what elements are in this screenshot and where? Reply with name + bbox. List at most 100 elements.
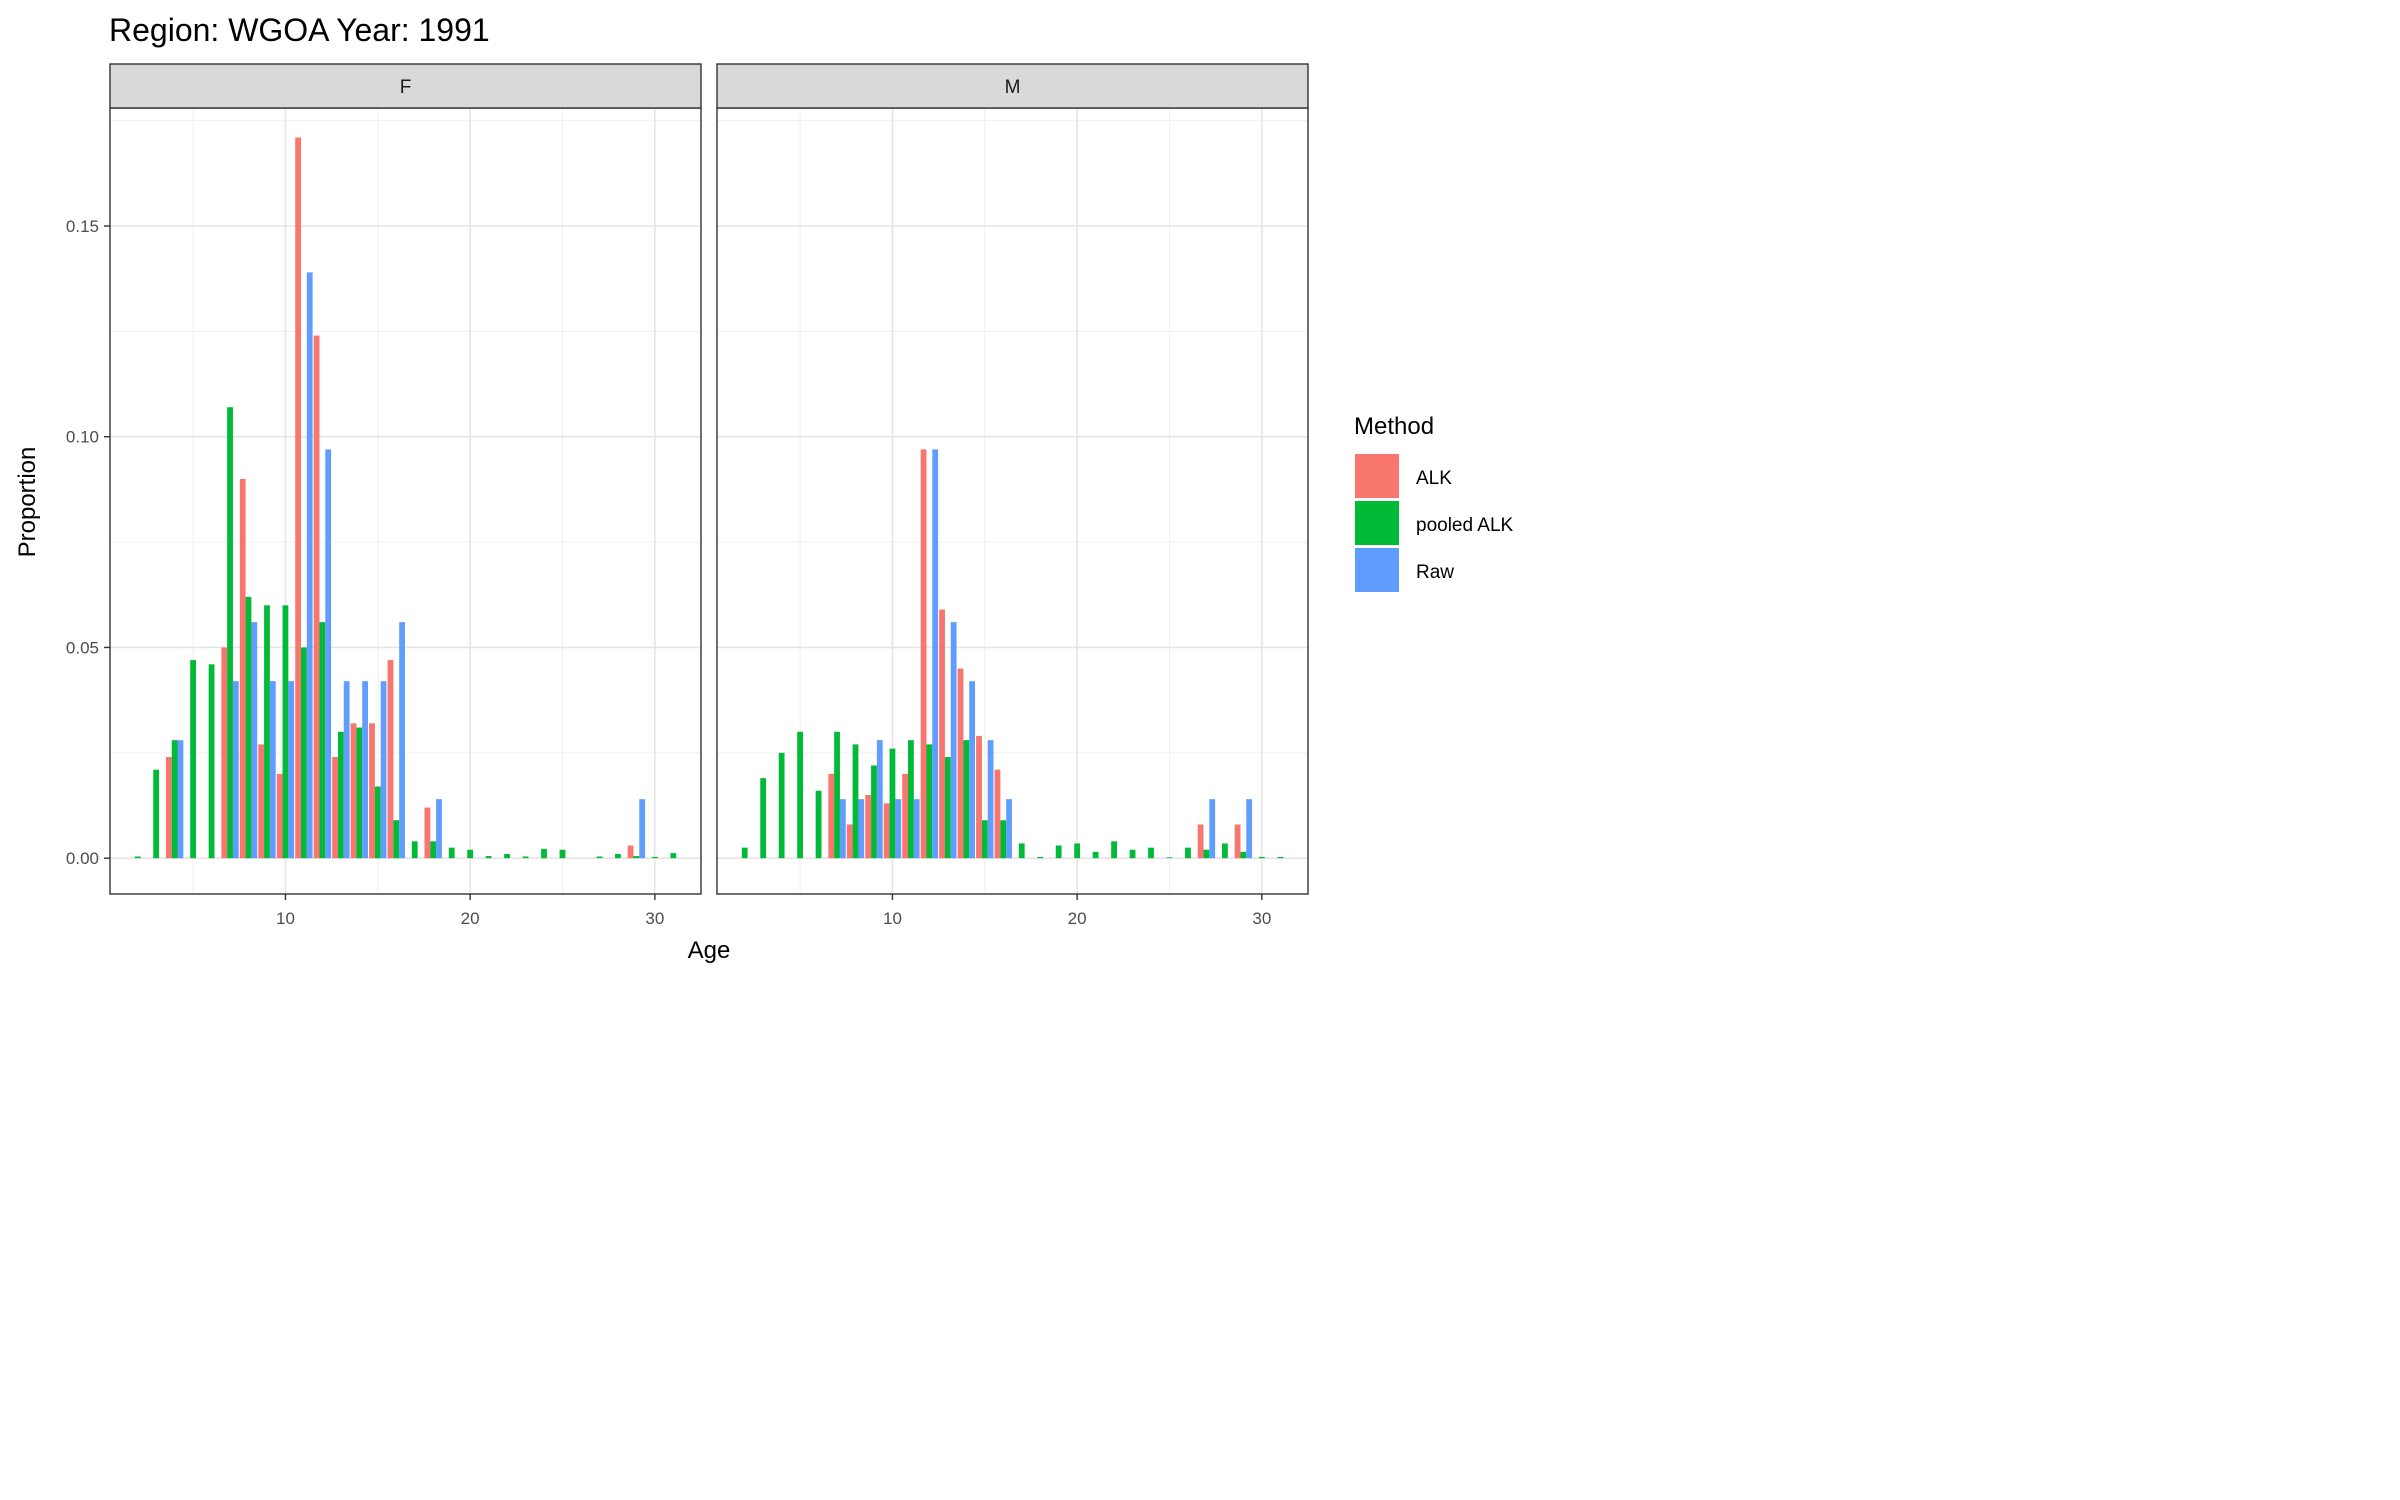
bar-raw	[839, 799, 846, 859]
bar-pooled-alk	[1148, 847, 1154, 859]
bar-raw	[362, 681, 369, 859]
facet-strip-label: F	[400, 77, 412, 98]
bar-pooled-alk	[1111, 841, 1117, 859]
bar-pooled-alk	[926, 744, 933, 859]
bar-pooled-alk	[1129, 849, 1136, 859]
bar-raw	[913, 799, 920, 859]
bar-raw	[1006, 799, 1012, 859]
bar-pooled-alk	[741, 847, 748, 859]
chart-title: Region: WGOA Year: 1991	[109, 12, 490, 48]
panel-background	[110, 108, 701, 894]
bar-pooled-alk	[908, 740, 914, 859]
bar-raw	[177, 740, 184, 859]
legend-label-pooled-alk: pooled ALK	[1416, 515, 1514, 536]
bar-pooled-alk	[1277, 856, 1284, 859]
bar-raw	[232, 681, 239, 859]
bar-pooled-alk	[504, 853, 510, 859]
bar-raw	[343, 681, 350, 859]
bar-pooled-alk	[1055, 845, 1062, 859]
legend-label-raw: Raw	[1416, 562, 1454, 583]
bar-alk	[369, 723, 375, 859]
bar-pooled-alk	[797, 731, 804, 859]
bar-pooled-alk	[1258, 856, 1265, 859]
bar-pooled-alk	[171, 740, 178, 859]
bar-pooled-alk	[815, 790, 822, 859]
bar-pooled-alk	[522, 856, 529, 859]
bar-alk	[976, 735, 982, 859]
bar-raw	[269, 681, 276, 859]
bar-raw	[987, 740, 994, 859]
bar-alk	[994, 769, 1001, 859]
bar-pooled-alk	[944, 757, 951, 859]
bar-pooled-alk	[301, 647, 307, 859]
bar-alk	[883, 803, 890, 859]
bar-pooled-alk	[633, 856, 640, 859]
bar-alk	[387, 660, 394, 859]
faceted-bar-chart: Region: WGOA Year: 1991 F 10 20 30 M 10 20 30 0.…	[14, 12, 1514, 964]
bar-pooled-alk	[485, 856, 492, 859]
x-tick-label: 20	[1068, 909, 1087, 928]
bar-pooled-alk	[852, 744, 859, 859]
bar-alk	[865, 794, 872, 859]
y-tick-label: 0.15	[66, 217, 99, 236]
x-tick-label: 10	[276, 909, 295, 928]
bar-pooled-alk	[963, 740, 970, 859]
bar-raw	[1209, 799, 1216, 859]
bar-alk	[902, 773, 909, 859]
bar-pooled-alk	[430, 841, 437, 859]
y-tick-label: 0.10	[66, 428, 99, 447]
bar-alk	[239, 478, 246, 859]
bar-pooled-alk	[670, 853, 677, 859]
x-tick-label: 10	[883, 909, 902, 928]
bar-pooled-alk	[651, 856, 658, 859]
bar-pooled-alk	[559, 849, 566, 859]
bar-alk	[957, 668, 964, 859]
bar-alk	[313, 335, 320, 859]
bar-pooled-alk	[190, 660, 197, 859]
bar-alk	[276, 773, 283, 859]
bar-alk	[828, 773, 835, 859]
bar-pooled-alk	[448, 847, 455, 859]
bar-pooled-alk	[264, 605, 270, 859]
bar-alk	[332, 757, 338, 859]
panel-m: M 10 20 30	[716, 63, 1309, 928]
bar-pooled-alk	[1240, 851, 1247, 859]
bar-pooled-alk	[374, 786, 381, 859]
bar-raw	[325, 449, 332, 859]
x-tick-label: 30	[1252, 909, 1271, 928]
bar-raw	[306, 272, 313, 859]
bar-pooled-alk	[356, 727, 363, 859]
facet-strip	[716, 63, 1309, 109]
x-tick-label: 20	[461, 909, 480, 928]
bar-raw	[895, 799, 902, 859]
bar-pooled-alk	[541, 848, 547, 859]
bar-pooled-alk	[834, 731, 840, 859]
bar-pooled-alk	[153, 769, 160, 859]
bar-alk	[258, 744, 265, 859]
bar-pooled-alk	[393, 820, 400, 859]
bar-raw	[876, 740, 883, 859]
bar-alk	[350, 723, 357, 859]
bar-alk	[939, 609, 945, 859]
bar-pooled-alk	[467, 849, 474, 859]
bar-alk	[846, 824, 853, 859]
x-tick-label: 30	[645, 909, 664, 928]
bar-raw	[251, 622, 258, 859]
bar-alk	[165, 757, 172, 859]
bar-raw	[950, 622, 957, 859]
legend-key-alk	[1355, 454, 1399, 498]
bar-raw	[399, 622, 405, 859]
bar-pooled-alk	[1185, 847, 1191, 859]
panel-f: F 10 20 30	[109, 63, 702, 928]
legend-key-raw	[1355, 548, 1399, 592]
bar-pooled-alk	[319, 622, 326, 859]
legend-title: Method	[1354, 413, 1434, 440]
bar-pooled-alk	[981, 820, 988, 859]
y-axis: 0.00 0.05 0.10 0.15	[66, 217, 110, 868]
bar-pooled-alk	[1221, 843, 1228, 859]
bar-pooled-alk	[1166, 857, 1173, 859]
y-tick-label: 0.00	[66, 849, 99, 868]
bar-alk	[295, 137, 302, 859]
bar-pooled-alk	[1018, 843, 1025, 859]
bar-pooled-alk	[760, 778, 767, 859]
